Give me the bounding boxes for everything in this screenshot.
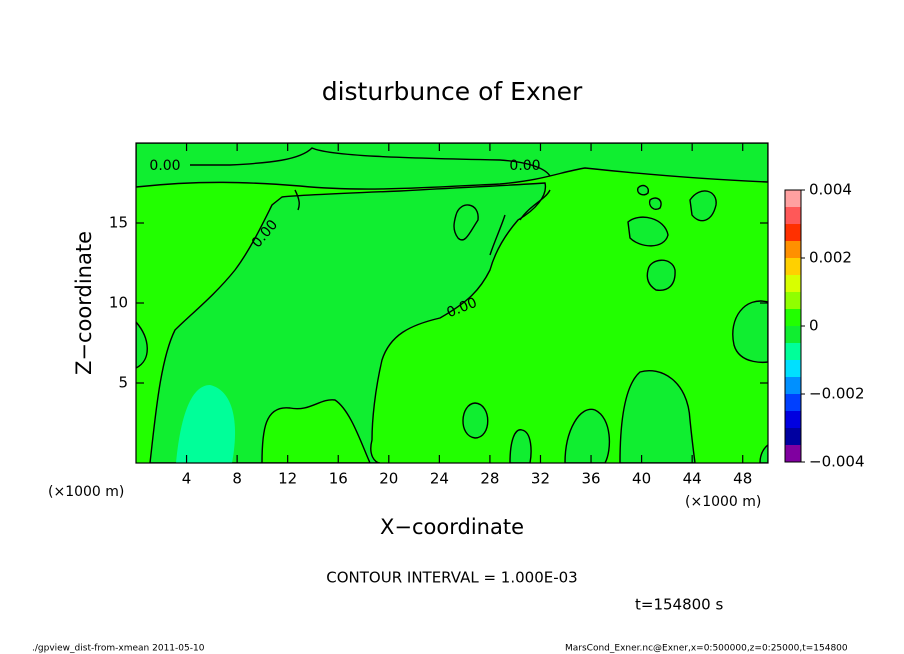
colorbar-box [785,343,801,360]
colorbar-tick-label: 0.004 [809,181,852,199]
x-tick-label: 8 [232,470,242,488]
contour-region [627,216,669,247]
colorbar-box [785,275,801,292]
contour-region [636,184,650,196]
x-tick-label: 48 [733,470,752,488]
colorbar-box [785,224,801,241]
x-tick-label: 28 [480,470,499,488]
x-tick-label: 36 [581,470,600,488]
colorbar-box [785,445,801,462]
x-tick-label: 44 [683,470,702,488]
contour-interval: CONTOUR INTERVAL = 1.000E-03 [326,569,577,587]
x-unit-label: (×1000 m) [685,494,761,510]
footer-left: ./gpview_dist-from-xmean 2011-05-10 [32,644,205,654]
x-tick-label: 20 [379,470,398,488]
y-tick-label: 15 [109,214,128,232]
contour-region [176,385,236,463]
x-tick-label: 40 [632,470,651,488]
contour-region [689,190,717,222]
time-label: t=154800 s [635,596,723,614]
colorbar-box [785,428,801,445]
contour-region [732,300,768,363]
colorbar-tick-label: −0.002 [809,385,865,403]
colorbar-box [785,190,801,207]
x-tick-label: 24 [430,470,449,488]
contour-region [759,444,768,463]
contour-region [648,197,662,210]
x-tick-label: 32 [531,470,550,488]
contour-region [509,429,532,463]
chart-title: disturbunce of Exner [322,77,583,106]
contour-region [564,408,611,463]
colorbar-tick-label: 0.002 [809,249,852,267]
contour-label: 0.00 [149,158,180,174]
contour-line [190,147,551,177]
y-tick-label: 10 [109,294,128,312]
contour-region [136,143,768,190]
contour-region [462,402,489,439]
x-axis-label: X−coordinate [380,515,524,539]
colorbar-box [785,258,801,275]
colorbar-box [785,326,801,343]
colorbar-tick-label: −0.004 [809,453,865,471]
x-tick-label: 16 [329,470,348,488]
contour-region [619,370,696,463]
colorbar-box [785,377,801,394]
colorbar-box [785,360,801,377]
contour-region [149,182,547,463]
contour-field [136,143,768,463]
colorbar-box [785,207,801,224]
colorbar-box [785,241,801,258]
colorbar-box [785,394,801,411]
colorbar-box [785,309,801,326]
colorbar-box [785,411,801,428]
x-tick-label: 12 [278,470,297,488]
y-axis-label: Z−coordinate [72,231,96,375]
colorbar-box [785,292,801,309]
x-tick-label: 4 [182,470,192,488]
contour-region [453,204,479,241]
footer-right: MarsCond_Exner.nc@Exner,x=0:500000,z=0:2… [565,644,848,654]
contour-region [261,399,371,463]
x-unit-label: (×1000 m) [48,484,124,500]
colorbar-tick-label: 0 [809,317,819,335]
contour-region [646,259,676,292]
contour-label: 0.00 [509,158,540,174]
contour-line [294,189,551,256]
y-tick-label: 5 [118,374,128,392]
